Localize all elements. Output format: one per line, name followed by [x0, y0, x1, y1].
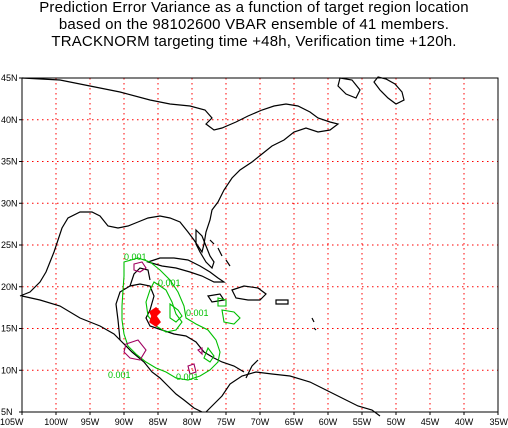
lat-lon-grid: [22, 78, 498, 412]
longitude-label: 90W: [115, 417, 134, 427]
longitude-label: 65W: [285, 417, 304, 427]
longitude-label: 80W: [183, 417, 202, 427]
map-title-line-1: Prediction Error Variance as a function …: [39, 0, 469, 16]
longitude-label: 95W: [81, 417, 100, 427]
latitude-label: 25N: [1, 240, 18, 250]
contour-label: 0.001: [124, 252, 147, 262]
latitude-label: 30N: [1, 198, 18, 208]
latitude-label: 5N: [1, 407, 13, 417]
latitude-label: 20N: [1, 282, 18, 292]
latitude-label: 45N: [1, 73, 18, 83]
contour-label: 0.001: [158, 278, 181, 288]
latitude-label: 15N: [1, 324, 18, 334]
contour-label: 0.001: [176, 372, 199, 382]
high-variance-contours: [123, 261, 203, 375]
longitude-label: 85W: [149, 417, 168, 427]
longitude-label: 75W: [217, 417, 236, 427]
map-title-line-3: TRACKNORM targeting time +48h, Verificat…: [51, 33, 457, 50]
longitude-label: 40W: [455, 417, 474, 427]
longitude-label: 55W: [353, 417, 372, 427]
longitude-label: 60W: [319, 417, 338, 427]
longitude-label: 105W: [0, 417, 24, 427]
longitude-label: 45W: [421, 417, 440, 427]
coastlines: [19, 76, 405, 417]
low-variance-contours: [121, 257, 241, 381]
latitude-tick-labels: 5N 10N 15N 20N 25N 30N 35N 40N 45N: [1, 73, 22, 417]
longitude-label: 35W: [489, 417, 508, 427]
latitude-label: 10N: [1, 365, 18, 375]
contour-label: 0.001: [108, 370, 131, 380]
longitude-tick-labels: 105W 100W 95W 90W 85W 80W 75W 70W 65W 60W 55W 50W 45…: [0, 412, 508, 427]
longitude-label: 100W: [44, 417, 68, 427]
longitude-label: 70W: [251, 417, 270, 427]
latitude-label: 35N: [1, 157, 18, 167]
longitude-label: 50W: [387, 417, 406, 427]
map-title-line-2: based on the 98102600 VBAR ensemble of 4…: [58, 16, 450, 33]
max-variance-contours: [149, 307, 162, 327]
contour-label: 0.001: [186, 308, 209, 318]
latitude-label: 40N: [1, 115, 18, 125]
